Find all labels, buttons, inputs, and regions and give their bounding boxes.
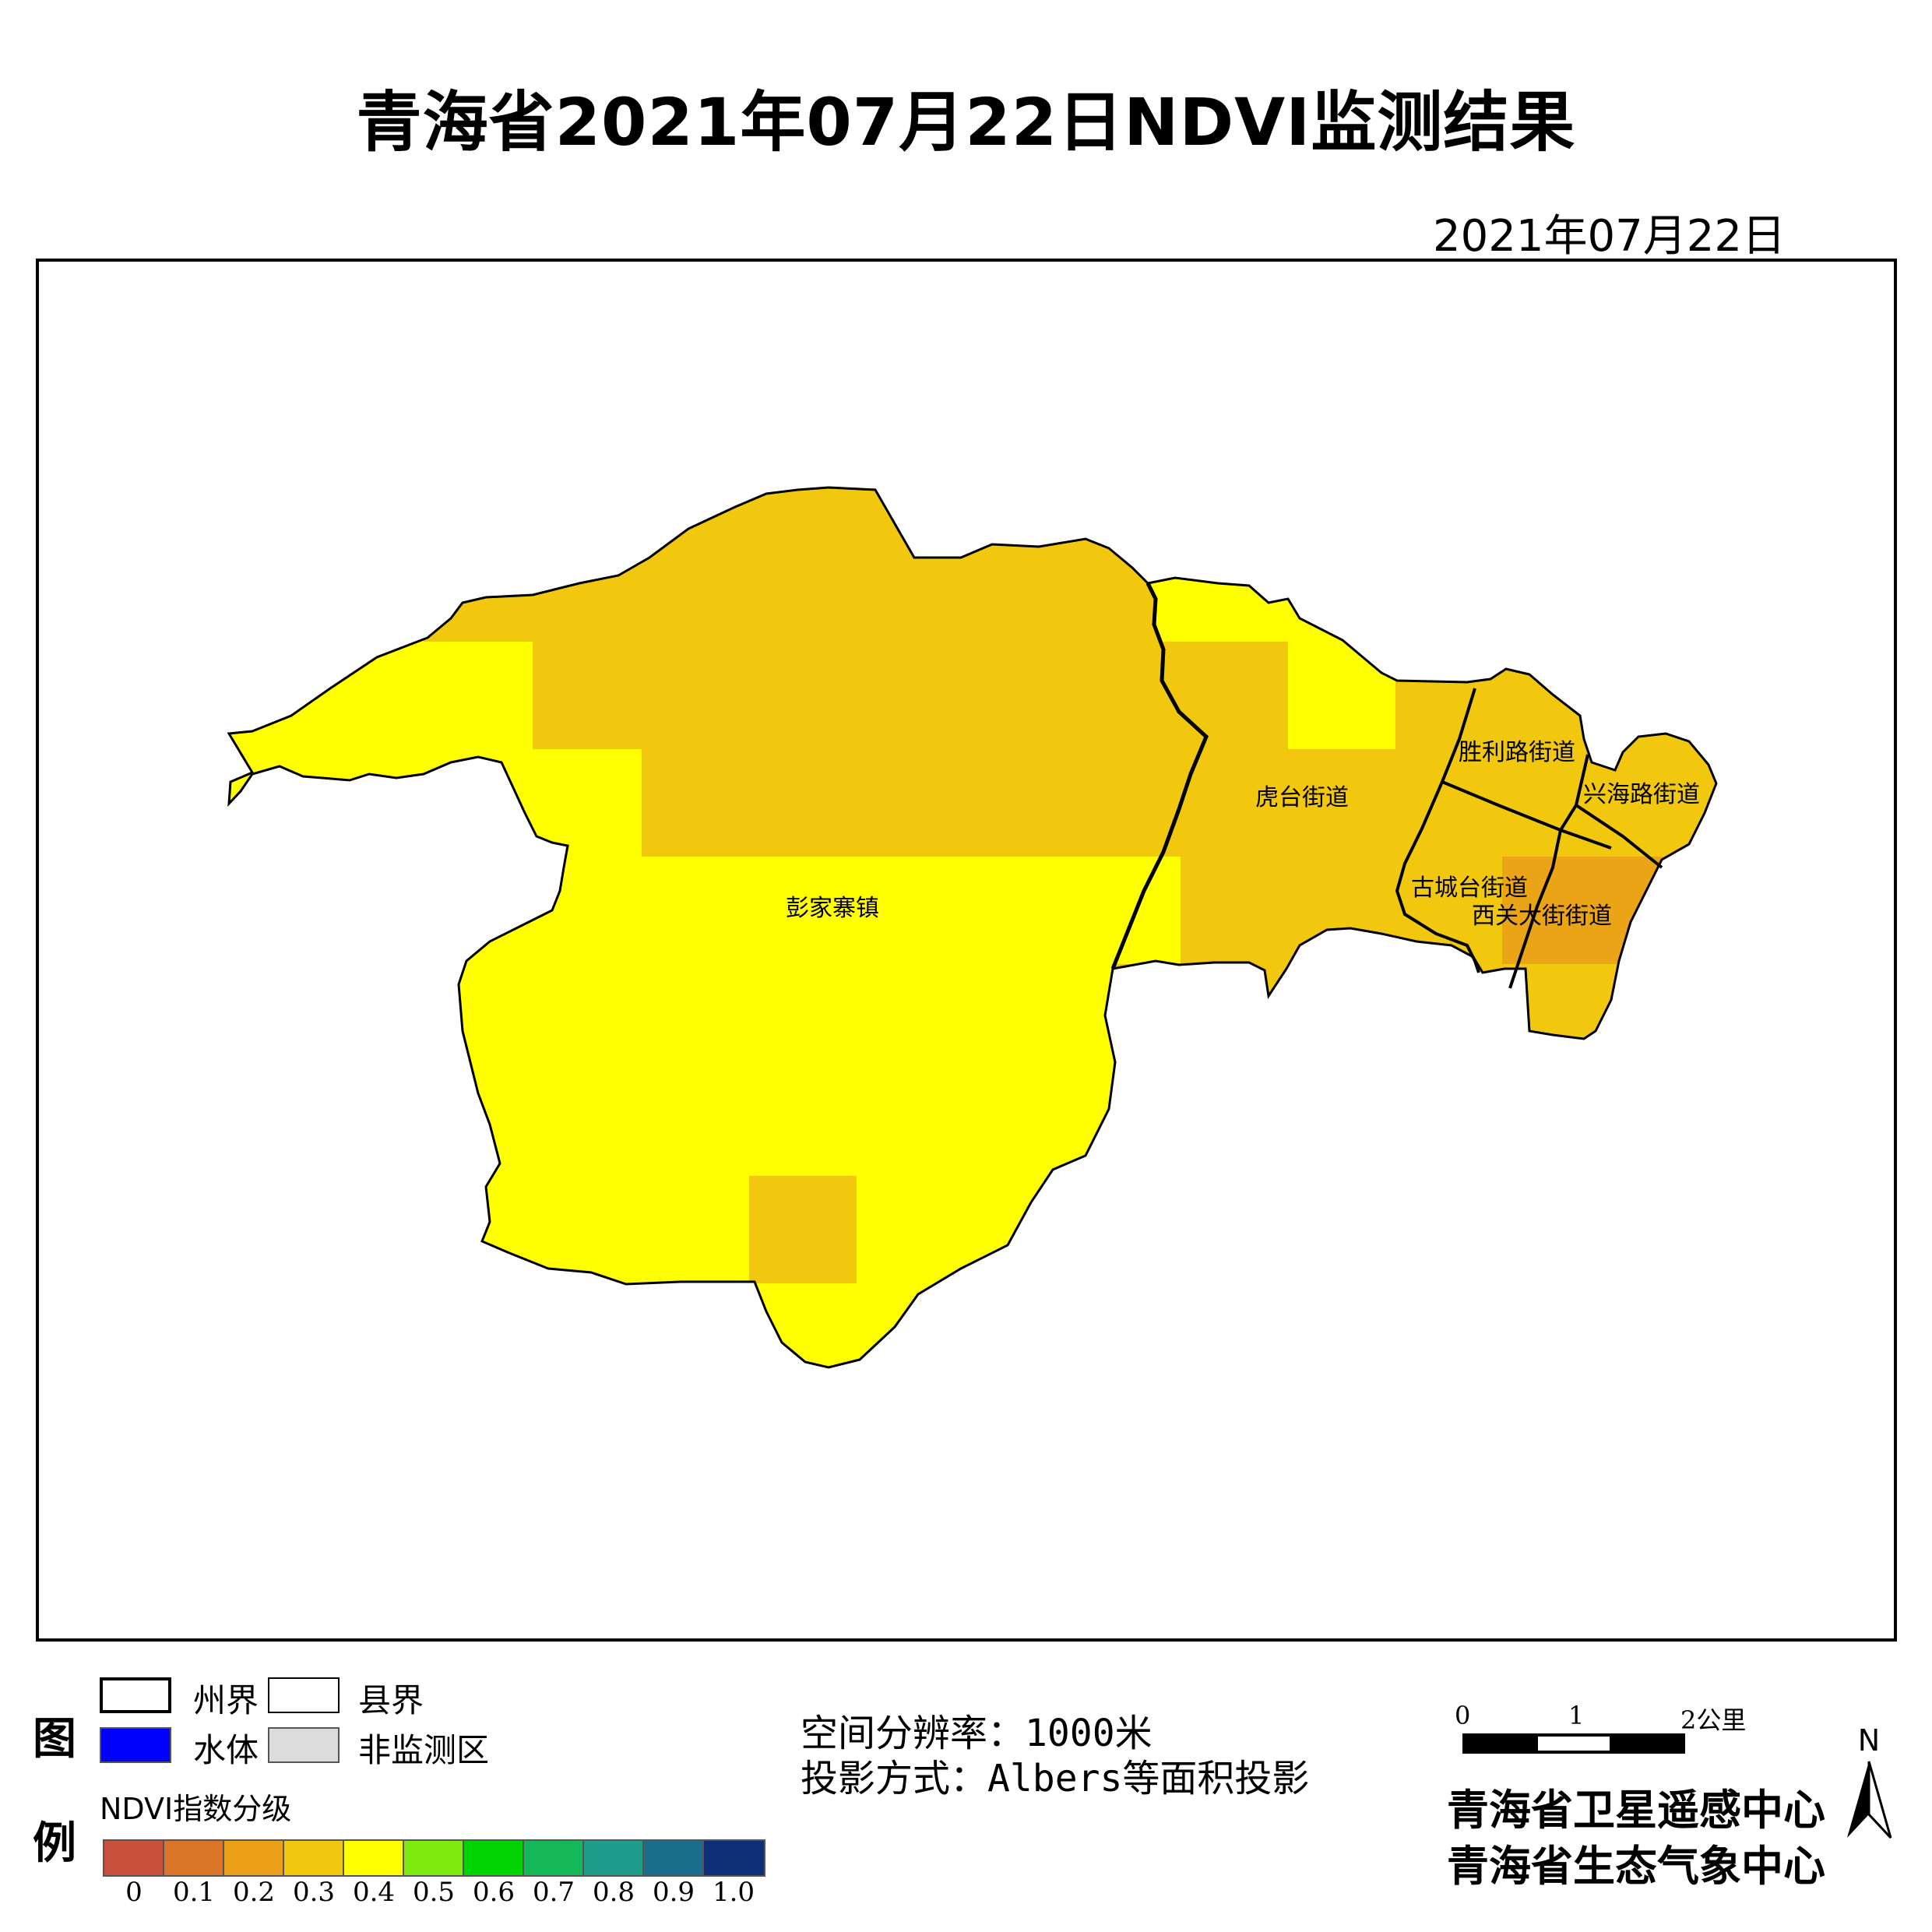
ndvi-cell-dark: [1502, 857, 1611, 964]
ndvi-ramp-cell: [524, 1841, 584, 1875]
boundary-east: [1112, 576, 1718, 1040]
legend-swatch-prefecture-border: [100, 1677, 171, 1713]
legend-swatch-county-border: [268, 1677, 340, 1713]
boundary-hutai-gucheng: [1395, 688, 1480, 973]
label-pengjiazhai: 彭家寨镇: [786, 895, 879, 922]
map-canvas: 彭家寨镇 虎台街道 胜利路街道 兴海路街道 古城台街道 西关大街街道: [227, 486, 1718, 1369]
north-arrow-left: [1847, 1761, 1869, 1838]
ndvi-ramp-cell: [344, 1841, 404, 1875]
ndvi-cell: [533, 487, 642, 749]
scale-segment-black: [1466, 1737, 1538, 1751]
ndvi-tick-label: 0.4: [352, 1877, 396, 1908]
projection-text: 投影方式：Albers等面积投影: [801, 1757, 1310, 1800]
boundary-county: [1110, 582, 1209, 970]
ndvi-ramp-cell: [164, 1841, 224, 1875]
org-line-2: 青海省生态气象中心: [1447, 1842, 1825, 1891]
boundary-shengli-gucheng: [1441, 780, 1612, 850]
org-line-1: 青海省卫星遥感中心: [1447, 1786, 1825, 1835]
legend-label-water: 水体: [193, 1731, 259, 1769]
ndvi-ramp-cell: [104, 1841, 164, 1875]
north-arrow-icon: N: [1847, 1723, 1892, 1839]
scale-label-1: 1: [1568, 1701, 1585, 1730]
ndvi-tick-label: 0.2: [232, 1877, 276, 1908]
label-hutai: 虎台街道: [1255, 784, 1349, 811]
ndvi-ramp-cell: [584, 1841, 644, 1875]
resolution-text: 空间分辨率：1000米: [801, 1712, 1153, 1755]
legend-label-prefecture-border: 州界: [193, 1681, 259, 1719]
map-title: 青海省2021年07月22日NDVI监测结果: [356, 84, 1576, 160]
scale-segment-white: [1537, 1737, 1610, 1751]
boundary-xinghai-xiguan: [1575, 804, 1663, 869]
label-guchengtai: 古城台街道: [1411, 875, 1528, 902]
ndvi-tick-label: 0.7: [532, 1877, 575, 1908]
ndvi-ramp-cell: [284, 1841, 344, 1875]
legend-swatch-water: [100, 1727, 171, 1763]
legend-title-top: 图: [33, 1714, 76, 1765]
ndvi-ramp-cell: [464, 1841, 524, 1875]
scale-label-0: 0: [1455, 1701, 1471, 1730]
scale-bar: [1462, 1733, 1685, 1754]
ndvi-cell: [749, 1176, 857, 1283]
legend-swatch-non-monitored: [268, 1727, 340, 1763]
scale-segment-black: [1610, 1737, 1683, 1751]
ndvi-ramp-cell: [404, 1841, 464, 1875]
ndvi-cell-dark: [1611, 857, 1673, 964]
ndvi-ramp-cell: [224, 1841, 284, 1875]
map-date: 2021年07月22日: [1432, 211, 1786, 262]
north-arrow-right: [1867, 1761, 1892, 1839]
label-xinghai: 兴海路街道: [1583, 781, 1700, 808]
legend-label-county-border: 县界: [358, 1681, 424, 1719]
ndvi-tick-label: 0: [125, 1877, 143, 1908]
ndvi-cell: [1288, 642, 1395, 749]
ndvi-ramp-cell: [704, 1841, 764, 1875]
legend-title-bottom: 例: [33, 1818, 76, 1869]
ndvi-tick-label: 1.0: [712, 1877, 755, 1908]
ndvi-tick-label: 0.5: [412, 1877, 456, 1908]
scale-label-2: 2公里: [1680, 1705, 1747, 1735]
ndvi-tick-label: 0.3: [292, 1877, 336, 1908]
boundary-pengjiazhai: [227, 486, 1208, 1369]
map-frame: 彭家寨镇 虎台街道 胜利路街道 兴海路街道 古城台街道 西关大街街道: [36, 259, 1897, 1642]
ndvi-tick-label: 0.6: [472, 1877, 516, 1908]
label-shengli: 胜利路街道: [1459, 739, 1575, 766]
ndvi-tick-label: 0.9: [652, 1877, 695, 1908]
legend-label-non-monitored: 非监测区: [358, 1731, 490, 1769]
ndvi-legend-heading: NDVI指数分级: [100, 1792, 292, 1826]
ndvi-color-ramp: [103, 1839, 765, 1877]
ndvi-cell: [1288, 578, 1397, 642]
label-xiguan: 西关大街街道: [1472, 903, 1612, 930]
ndvi-tick-label: 0.8: [592, 1877, 635, 1908]
ndvi-tick-label: 0.1: [172, 1877, 216, 1908]
north-label: N: [1858, 1723, 1880, 1758]
ndvi-ramp-cell: [644, 1841, 704, 1875]
ndvi-cell: [424, 487, 533, 642]
